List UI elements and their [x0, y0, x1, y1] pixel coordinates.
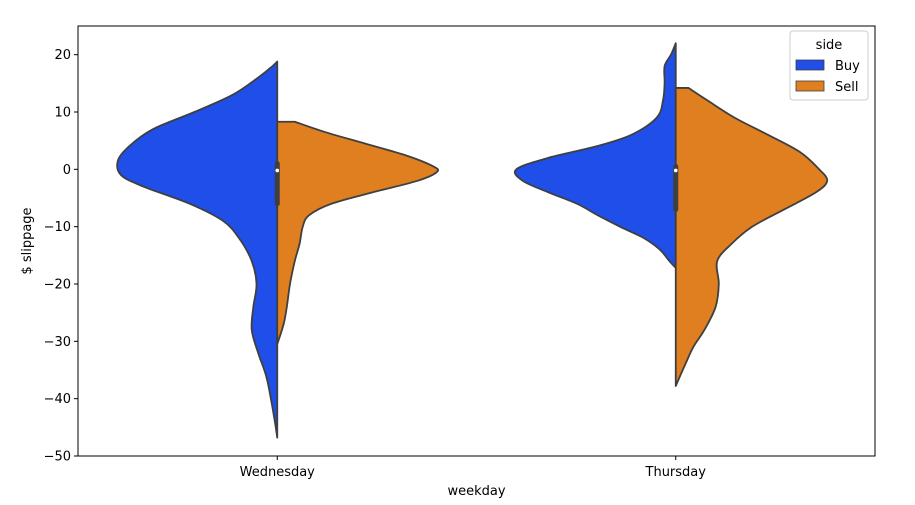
legend-swatch-sell	[795, 80, 825, 92]
violin-sell-thursday	[674, 87, 829, 387]
violin-buy-wednesday	[116, 60, 279, 439]
x-tick-label: Wednesday	[240, 465, 316, 480]
violin-sell-wednesday	[276, 120, 440, 346]
y-tick-label: 10	[54, 106, 71, 121]
y-tick-label: −10	[44, 220, 71, 235]
x-axis-label: weekday	[447, 484, 505, 499]
median-marker-wednesday	[275, 168, 280, 173]
median-marker-thursday	[673, 168, 678, 173]
y-tick-label: −20	[44, 278, 71, 293]
legend-label-sell: Sell	[835, 80, 858, 95]
violin-buy-thursday	[513, 42, 677, 269]
y-axis: 20 10 0 −10 −20 −30 −40 −50	[44, 48, 78, 465]
y-tick-label: −50	[44, 450, 71, 465]
legend-swatch-buy	[795, 59, 825, 71]
inner-boxes-layer	[274, 161, 679, 212]
y-tick-label: 0	[63, 163, 71, 178]
legend: side Buy Sell	[789, 30, 869, 101]
violins-layer	[116, 42, 829, 439]
y-axis-label: $ slippage	[20, 207, 35, 274]
legend-title: side	[816, 38, 843, 53]
x-tick-label: Thursday	[645, 465, 707, 480]
plot-frame	[77, 25, 876, 457]
y-tick-label: 20	[54, 48, 71, 63]
y-tick-label: −40	[44, 392, 71, 407]
y-tick-label: −30	[44, 335, 71, 350]
legend-label-buy: Buy	[835, 59, 860, 74]
x-axis: Wednesday Thursday	[240, 456, 707, 480]
